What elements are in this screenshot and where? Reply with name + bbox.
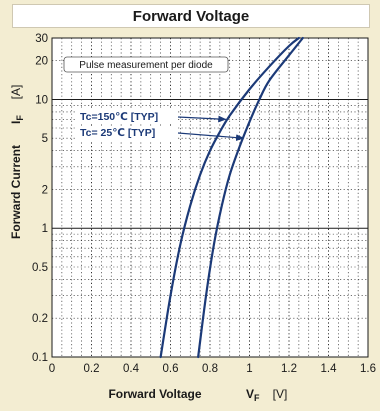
y-tick-labels: 0.1 0.2 0.5 1 2 5 10 20 30 (32, 33, 48, 364)
y-axis-title: Forward Current IF [A] (9, 85, 25, 239)
annotation-layer: Tc=150℃ [TYP] Tc= 25℃ [TYP] (77, 110, 245, 141)
x-axis-title: Forward Voltage VF [V] (108, 387, 287, 403)
measurement-note-box (63, 56, 229, 73)
chart-title: Forward Voltage (132, 7, 250, 25)
measurement-note: Pulse measurement per diode (63, 56, 229, 73)
annotation-tc150-arrow (177, 115, 227, 123)
annotation-tc25-label: Tc= 25℃ [TYP] (80, 127, 155, 139)
y-tick-label: 2 (42, 184, 48, 196)
x-tick-label: 0.4 (123, 363, 140, 375)
y-axis-symbol: IF (9, 115, 25, 124)
x-axis-symbol: VF (246, 387, 260, 403)
x-tick-labels: 0 0.2 0.4 0.6 0.8 1 1.2 1.4 1.6 (49, 363, 376, 375)
x-tick-label: 0 (49, 363, 55, 375)
series-tc25-line (197, 36, 304, 359)
chart-title-box: Forward Voltage (12, 4, 370, 28)
x-tick-label: 1.2 (281, 363, 297, 375)
y-tick-label: 0.5 (32, 262, 48, 274)
annotation-tc150-label: Tc=150℃ [TYP] (80, 111, 158, 123)
minor-gridlines (52, 38, 368, 357)
x-tick-label: 1.6 (360, 363, 376, 375)
series-tc150-line (159, 36, 300, 359)
annotation-backing (77, 110, 177, 124)
series-layer (159, 36, 304, 359)
major-gridlines (52, 38, 368, 357)
x-tick-label: 0.2 (84, 363, 100, 375)
measurement-note-text: Pulse measurement per diode (79, 60, 213, 71)
y-tick-label: 1 (42, 223, 48, 235)
y-tick-label: 10 (35, 94, 48, 106)
x-tick-label: 0.6 (163, 363, 179, 375)
y-tick-label: 30 (35, 33, 48, 45)
y-axis-unit: [A] (9, 85, 23, 100)
x-tick-label: 1.4 (321, 363, 338, 375)
x-axis-unit: [V] (273, 387, 288, 401)
y-tick-label: 0.1 (32, 352, 48, 364)
y-tick-label: 0.2 (32, 313, 48, 325)
x-tick-label: 0.8 (202, 363, 218, 375)
annotation-backing (77, 126, 177, 140)
x-axis-label: Forward Voltage (108, 387, 201, 401)
y-tick-label: 20 (35, 56, 48, 68)
y-tick-label: 5 (42, 133, 48, 145)
y-axis-label: Forward Current (9, 145, 23, 239)
annotation-tc25-arrow (177, 132, 245, 141)
x-tick-label: 1 (246, 363, 252, 375)
